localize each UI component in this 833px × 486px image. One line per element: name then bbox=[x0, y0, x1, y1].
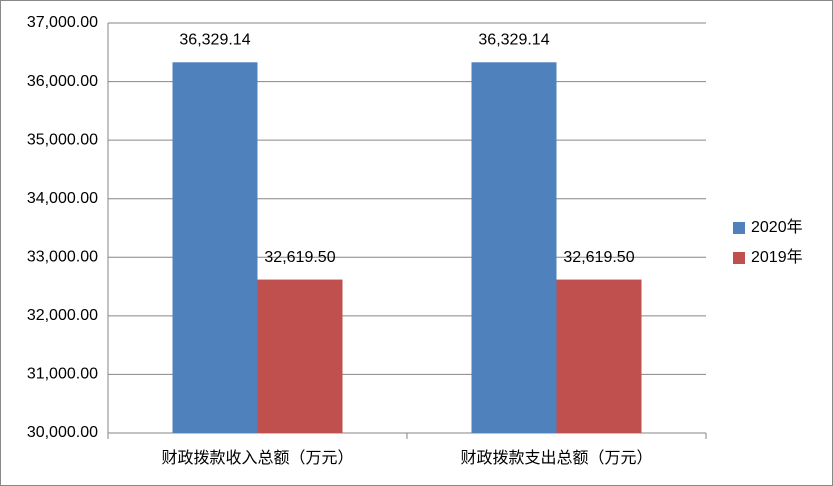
data-label: 32,619.50 bbox=[264, 249, 335, 266]
y-tick-label: 35,000.00 bbox=[27, 131, 98, 148]
data-label: 36,329.14 bbox=[179, 32, 250, 49]
x-tick-label: 财政拨款支出总额（万元） bbox=[460, 449, 652, 467]
legend-swatch bbox=[733, 252, 745, 264]
y-tick-label: 33,000.00 bbox=[27, 249, 98, 266]
bar bbox=[257, 279, 343, 433]
y-tick-label: 36,000.00 bbox=[27, 73, 98, 90]
bar bbox=[556, 279, 642, 433]
legend-label: 2020年 bbox=[751, 218, 803, 236]
bar bbox=[172, 62, 258, 434]
y-tick-label: 32,000.00 bbox=[27, 307, 98, 324]
x-tick-label: 财政拨款收入总额（万元） bbox=[161, 449, 353, 467]
bar bbox=[471, 62, 557, 434]
legend-swatch bbox=[733, 222, 745, 234]
y-tick-label: 37,000.00 bbox=[27, 14, 98, 31]
y-tick-label: 34,000.00 bbox=[27, 190, 98, 207]
data-label: 36,329.14 bbox=[478, 32, 549, 49]
y-tick-label: 31,000.00 bbox=[27, 366, 98, 383]
legend-label: 2019年 bbox=[751, 248, 803, 266]
y-tick-label: 30,000.00 bbox=[27, 424, 98, 441]
data-label: 32,619.50 bbox=[563, 249, 634, 266]
